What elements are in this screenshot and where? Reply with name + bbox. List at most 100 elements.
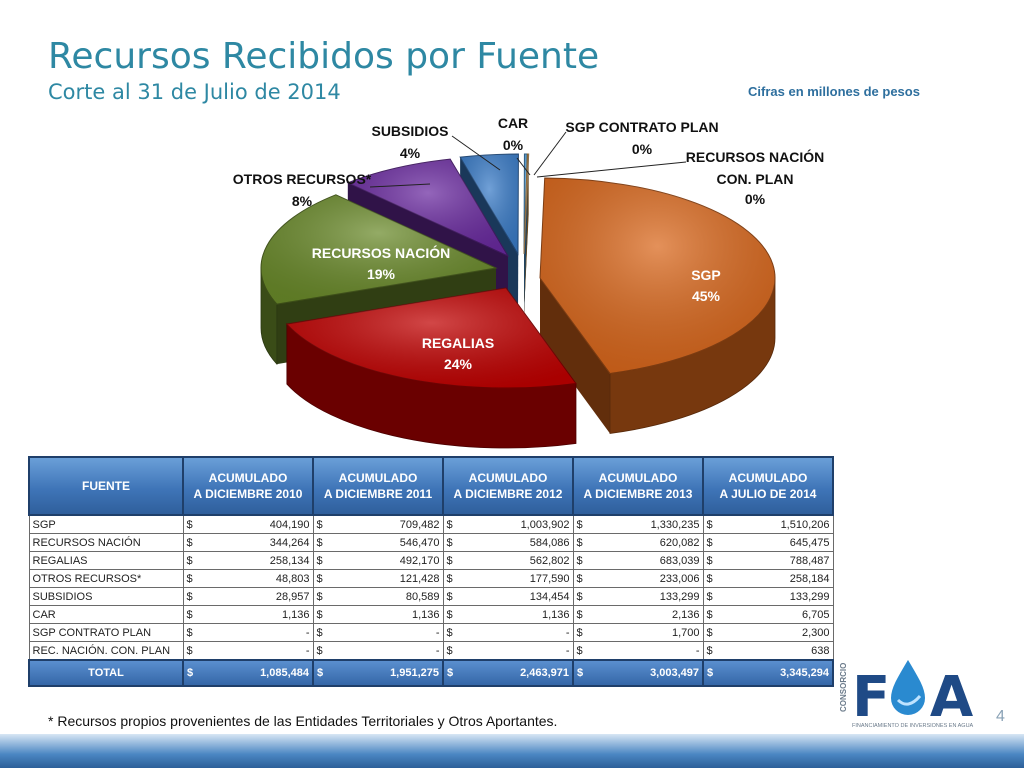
cell-currency: $ [182,587,199,606]
cell-currency: $ [572,587,589,606]
cell-value: 492,170 [329,551,444,570]
header-acumulado: ACUMULADO A JULIO DE 2014 [702,456,834,516]
pie-label: CON. PLAN [717,171,794,187]
cell-value: 121,428 [329,569,444,588]
cell-fuente: REC. NACIÓN. CON. PLAN [28,641,184,661]
table-row: SGP $404,190 $709,482 $1,003,902 $1,330,235 $… [28,514,834,534]
cell-value: 258,184 [719,569,834,588]
cell-currency: $ [312,569,329,588]
pie-label: SGP [691,267,721,283]
cell-currency: $ [572,551,589,570]
cell-value: 80,589 [329,587,444,606]
cell-value: - [199,641,314,661]
cell-currency: $ [182,533,199,552]
footnote: * Recursos propios provenientes de las E… [48,713,558,729]
wave-icon [896,694,922,706]
cell-currency: $ [702,641,719,661]
cell-currency: $ [442,641,459,661]
cell-value: 562,802 [459,551,574,570]
cell-currency: $ [572,659,589,687]
cell-value: 1,700 [589,623,704,642]
cell-value: 258,134 [199,551,314,570]
cell-value: 1,136 [329,605,444,624]
cell-value: 1,003,902 [459,514,574,534]
cell-currency: $ [702,587,719,606]
table-row: REC. NACIÓN. CON. PLAN $ - $ - $ - $ - $638 [28,641,834,661]
cell-value: 1,136 [199,605,314,624]
cell-value: 638 [719,641,834,661]
table-row: REGALIAS $258,134 $492,170 $562,802 $683,039… [28,551,834,570]
cell-fuente: CAR [28,605,184,624]
pie-label: 4% [400,145,421,161]
cell-value: - [459,641,574,661]
cell-currency: $ [572,623,589,642]
table-row: SGP CONTRATO PLAN $ - $ - $ - $1,700 $2,300 [28,623,834,642]
slide-subtitle: Corte al 31 de Julio de 2014 [48,80,341,104]
cell-value: 404,190 [199,514,314,534]
pie-chart: SGP 45% REGALIAS 24% RECURSOS NACIÓN 19% OTROS… [233,115,824,449]
cell-currency: $ [442,623,459,642]
cell-currency: $ [182,659,199,687]
water-drop-icon [888,656,928,717]
cell-value: 48,803 [199,569,314,588]
cell-value: 3,345,294 [719,659,834,687]
cell-value: 233,006 [589,569,704,588]
table-row: SUBSIDIOS $28,957 $80,589 $134,454 $133,299 $… [28,587,834,606]
cell-value: 1,510,206 [719,514,834,534]
cell-value: 620,082 [589,533,704,552]
cell-fuente: SGP [28,514,184,534]
cell-value: 3,003,497 [589,659,704,687]
cell-currency: $ [312,551,329,570]
pie-label: 0% [745,191,766,207]
cell-currency: $ [312,533,329,552]
cell-value: 2,136 [589,605,704,624]
cell-currency: $ [312,641,329,661]
cell-value: 133,299 [589,587,704,606]
cell-value: 6,705 [719,605,834,624]
pie-label: 0% [632,141,653,157]
cell-currency: $ [312,587,329,606]
cell-value: 1,085,484 [199,659,314,687]
cell-currency: $ [442,605,459,624]
pie-label: 0% [503,137,524,153]
pie-slice-shine [261,194,496,305]
pie-slice-shine [460,154,519,254]
header-fuente: FUENTE [28,456,184,516]
cell-value: 584,086 [459,533,574,552]
cell-currency: $ [572,569,589,588]
cell-currency: $ [312,659,329,687]
table-total-row: TOTAL $1,085,484 $1,951,275 $2,463,971 $3,00… [28,659,834,687]
cell-fuente: TOTAL [28,659,184,687]
pie-label: 24% [444,356,473,372]
pie-leader-line [536,161,687,178]
cell-currency: $ [442,659,459,687]
table-row: OTROS RECURSOS* $48,803 $121,428 $177,590 $2… [28,569,834,588]
cell-currency: $ [442,587,459,606]
pie-leader-line [533,131,567,176]
cell-currency: $ [182,605,199,624]
cell-value: 1,136 [459,605,574,624]
cell-currency: $ [182,623,199,642]
cell-currency: $ [702,551,719,570]
cell-fuente: OTROS RECURSOS* [28,569,184,588]
cell-value: - [199,623,314,642]
header-acumulado: ACUMULADO A DICIEMBRE 2010 [182,456,314,516]
pie-label: OTROS RECURSOS* [233,171,372,187]
table-row: CAR $1,136 $1,136 $1,136 $2,136 $6,705 [28,605,834,624]
pie-slice-shine [524,154,529,254]
cell-currency: $ [182,514,199,534]
cell-fuente: SUBSIDIOS [28,587,184,606]
cell-value: - [329,641,444,661]
units-note: Cifras en millones de pesos [748,84,920,99]
pie-label: CAR [498,115,528,131]
cell-currency: $ [702,659,719,687]
cell-currency: $ [312,514,329,534]
header-acumulado: ACUMULADO A DICIEMBRE 2013 [572,456,704,516]
cell-value: 1,330,235 [589,514,704,534]
pie-leader-line [451,135,501,171]
cell-currency: $ [572,514,589,534]
header-acumulado: ACUMULADO A DICIEMBRE 2011 [312,456,444,516]
pie-label: 45% [692,288,721,304]
cell-currency: $ [442,514,459,534]
